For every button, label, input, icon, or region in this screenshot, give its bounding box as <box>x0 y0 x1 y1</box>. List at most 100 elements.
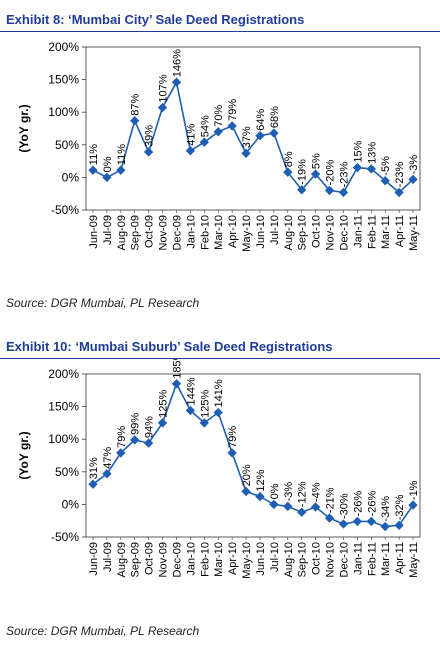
data-point <box>227 121 237 131</box>
data-point <box>116 165 126 175</box>
x-tick-label: Apr-10 <box>227 215 239 248</box>
data-point <box>380 521 390 532</box>
y-tick-label: 150% <box>48 73 79 87</box>
x-tick-label: Nov-09 <box>158 542 170 577</box>
x-tick-label: Oct-09 <box>144 215 156 248</box>
data-label: -5% <box>380 156 392 176</box>
y-axis-title: (YoY gr.) <box>17 104 31 152</box>
y-tick-label: 100% <box>48 105 79 119</box>
data-point <box>408 500 418 510</box>
data-point <box>352 162 363 173</box>
data-label: 185% <box>172 359 184 379</box>
data-label: 146% <box>172 49 184 77</box>
x-tick-label: Dec-10 <box>338 542 350 577</box>
x-tick-label: Jan-11 <box>352 215 364 248</box>
x-tick-label: May-10 <box>241 215 253 252</box>
data-label: 68% <box>269 106 281 128</box>
y-tick-label: -50% <box>51 203 79 217</box>
x-tick-label: Jul-09 <box>102 215 114 245</box>
data-point <box>88 479 98 489</box>
data-label: 141% <box>213 379 225 407</box>
data-label: 144% <box>185 377 197 405</box>
x-tick-label: Apr-11 <box>394 542 406 574</box>
data-point <box>269 499 279 510</box>
data-point <box>171 379 182 389</box>
data-label: 12% <box>255 469 267 491</box>
data-label: 125% <box>199 390 211 418</box>
data-label: 5% <box>311 153 323 169</box>
x-tick-label: Jun-09 <box>88 542 100 576</box>
x-tick-label: Jun-09 <box>88 215 100 249</box>
plot-frame <box>85 46 421 211</box>
x-tick-label: Feb-11 <box>366 542 378 576</box>
data-point <box>130 116 140 126</box>
data-label: 31% <box>88 457 100 479</box>
x-tick-label: May-10 <box>241 542 253 579</box>
exhibit-8-title: Exhibit 8: ‘Mumbai City’ Sale Deed Regis… <box>6 12 305 27</box>
data-point <box>157 418 168 428</box>
data-label: 87% <box>130 93 142 115</box>
data-label: 39% <box>144 125 156 147</box>
y-tick-label: 0% <box>62 497 80 511</box>
data-point <box>255 491 265 502</box>
x-tick-label: Oct-10 <box>311 215 323 248</box>
x-tick-label: Mar-10 <box>213 215 225 250</box>
data-label: -21% <box>325 487 337 513</box>
data-label: 79% <box>227 99 239 121</box>
data-label: -30% <box>339 493 351 519</box>
data-point <box>283 501 293 512</box>
x-tick-label: Jul-10 <box>269 215 281 245</box>
x-tick-label: Dec-10 <box>338 215 350 250</box>
y-tick-label: -50% <box>51 530 79 544</box>
y-tick-label: 200% <box>48 40 79 54</box>
data-label: 70% <box>213 105 225 127</box>
data-point <box>241 148 251 158</box>
data-label: 125% <box>158 390 170 418</box>
data-label: 11% <box>116 144 128 165</box>
data-label: 41% <box>185 123 197 145</box>
data-label: -3% <box>283 482 295 502</box>
x-tick-label: Jan-11 <box>352 542 364 575</box>
x-tick-label: Jan-10 <box>185 542 197 576</box>
x-tick-label: Jun-10 <box>255 215 267 249</box>
data-point <box>241 486 251 497</box>
data-point <box>143 147 154 157</box>
data-label: 94% <box>144 416 156 438</box>
x-tick-label: Jun-10 <box>255 542 267 576</box>
x-tick-label: Aug-09 <box>116 215 128 250</box>
x-tick-label: Sep-10 <box>297 215 309 250</box>
data-point <box>338 187 349 198</box>
x-tick-label: Mar-11 <box>380 542 392 576</box>
mumbai-suburb-chart: -50%0%50%100%150%200%(YoY gr.)Jun-09 Jul-… <box>17 359 421 579</box>
data-label: 11% <box>88 144 100 165</box>
data-label: -20% <box>325 160 337 186</box>
data-point <box>171 77 182 87</box>
x-tick-label: Sep-10 <box>297 542 309 577</box>
x-tick-label: Sep-09 <box>130 215 142 250</box>
data-point <box>394 520 404 530</box>
x-tick-label: Aug-09 <box>116 542 128 577</box>
x-tick-label: Mar-11 <box>380 215 392 249</box>
data-point <box>297 507 307 517</box>
data-label: 15% <box>352 140 364 162</box>
x-tick-label: Dec-09 <box>171 542 183 577</box>
x-tick-label: Dec-09 <box>171 215 183 250</box>
data-point <box>102 172 112 183</box>
x-tick-label: Feb-11 <box>366 215 378 249</box>
data-label: 54% <box>199 115 211 137</box>
x-tick-label: Sep-09 <box>130 542 142 577</box>
data-label: 99% <box>130 413 142 435</box>
exhibit-8-title-rule <box>0 31 440 32</box>
x-tick-label: Oct-09 <box>144 542 156 575</box>
data-label: 8% <box>283 151 295 167</box>
data-point <box>338 519 349 529</box>
y-tick-label: 200% <box>48 367 79 381</box>
x-tick-label: Mar-10 <box>213 542 225 577</box>
x-tick-label: Feb-10 <box>199 215 211 250</box>
x-tick-label: Nov-09 <box>158 215 170 250</box>
x-tick-label: Apr-10 <box>227 542 239 575</box>
exhibit-10-source: Source: DGR Mumbai, PL Research <box>6 624 200 638</box>
data-point <box>185 146 196 156</box>
data-label: 107% <box>158 74 170 102</box>
mumbai-city-chart: -50%0%50%100%150%200%(YoY gr.)Jun-09 Jul-… <box>17 40 421 252</box>
